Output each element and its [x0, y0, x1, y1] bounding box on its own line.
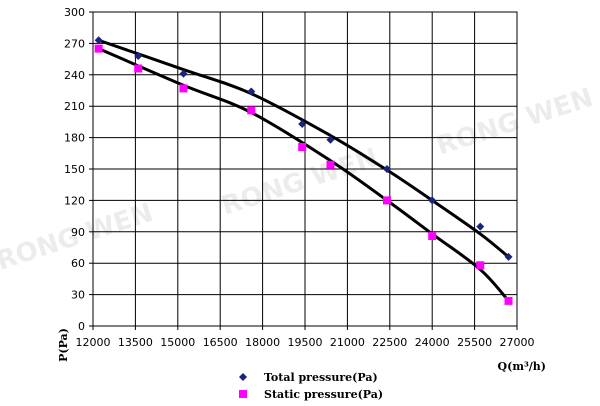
- x-tick-label: 24000: [415, 336, 450, 349]
- data-point-series-1: [134, 51, 143, 60]
- data-point-series-2: [326, 160, 335, 169]
- data-point-series-2: [428, 231, 437, 240]
- trend-line-1: [98, 38, 510, 259]
- x-tick-label: 21000: [330, 336, 365, 349]
- y-tick-label: 270: [64, 37, 85, 50]
- data-points: [94, 36, 513, 305]
- y-tick-label: 240: [64, 69, 85, 82]
- data-point-series-2: [179, 84, 188, 93]
- watermark-text: RONG WEN: [433, 83, 597, 162]
- data-point-series-2: [476, 261, 485, 270]
- y-tick-label: 180: [64, 132, 85, 145]
- x-tick-label: 16500: [203, 336, 238, 349]
- x-tick-label: 19500: [288, 336, 323, 349]
- x-tick-label: 13500: [118, 336, 153, 349]
- data-point-series-1: [382, 165, 391, 173]
- data-point-series-2: [247, 106, 256, 115]
- data-point-series-1: [179, 69, 188, 78]
- x-tick-label: 22500: [372, 336, 407, 349]
- y-tick-label: 0: [78, 320, 85, 333]
- data-point-series-1: [94, 36, 103, 45]
- x-axis-title: Q(m³/h): [498, 360, 546, 373]
- data-point-series-1: [476, 222, 485, 231]
- y-tick-label: 30: [71, 289, 85, 302]
- data-point-series-1: [504, 252, 513, 261]
- watermark-text: RONG WEN: [218, 143, 382, 222]
- legend-label-1: Total pressure(Pa): [264, 371, 378, 384]
- y-tick-label: 300: [64, 6, 85, 19]
- data-point-series-2: [134, 64, 143, 73]
- y-tick-label: 120: [64, 194, 85, 207]
- y-tick-label: 210: [64, 100, 85, 113]
- data-point-series-1: [428, 196, 437, 205]
- data-point-series-1: [247, 87, 256, 96]
- x-tick-label: 27000: [500, 336, 535, 349]
- data-point-series-2: [382, 196, 391, 205]
- y-axis-title: P(Pa): [57, 328, 70, 362]
- y-tick-label: 150: [64, 163, 85, 176]
- data-point-series-1: [326, 135, 335, 144]
- x-tick-label: 15000: [160, 336, 195, 349]
- x-tick-label: 25500: [457, 336, 492, 349]
- x-tick-label: 18000: [245, 336, 280, 349]
- x-tick-label: 12000: [76, 336, 111, 349]
- data-point-series-2: [298, 143, 307, 152]
- data-point-series-2: [504, 296, 513, 305]
- legend: Total pressure(Pa) Static pressure(Pa): [239, 371, 383, 401]
- y-tick-label: 60: [71, 257, 85, 270]
- legend-label-2: Static pressure(Pa): [264, 388, 383, 401]
- y-tick-label: 90: [71, 226, 85, 239]
- data-point-series-2: [94, 44, 103, 53]
- x-axis-ticks: 12000 13500 15000 16500 18000 19500 21000 22500…: [76, 326, 535, 349]
- legend-marker-1: [239, 373, 247, 381]
- y-axis-ticks: 0 30 60 90 120 150 180 210 240 270 300: [64, 6, 93, 333]
- legend-marker-2: [239, 390, 247, 398]
- data-point-series-1: [298, 119, 307, 128]
